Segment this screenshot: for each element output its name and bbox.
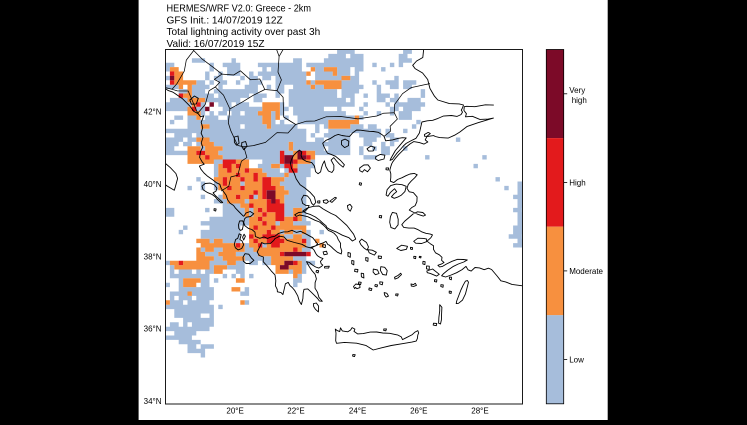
svg-text:HERMES/WRF V2.0: Greece - 2km: HERMES/WRF V2.0: Greece - 2km xyxy=(167,4,312,15)
svg-text:22°E: 22°E xyxy=(287,407,304,416)
svg-text:Valid: 16/07/2019 15Z: Valid: 16/07/2019 15Z xyxy=(167,39,265,50)
svg-text:High: High xyxy=(569,178,585,187)
svg-text:Low: Low xyxy=(569,356,584,365)
svg-text:40°N: 40°N xyxy=(144,180,162,189)
svg-text:Very: Very xyxy=(569,86,585,95)
svg-text:34°N: 34°N xyxy=(144,397,162,406)
svg-text:36°N: 36°N xyxy=(144,325,162,334)
svg-text:high: high xyxy=(572,96,587,105)
svg-text:24°E: 24°E xyxy=(349,407,366,416)
svg-text:Moderate: Moderate xyxy=(569,267,603,276)
svg-text:26°E: 26°E xyxy=(410,407,427,416)
svg-text:20°E: 20°E xyxy=(226,407,243,416)
svg-text:GFS Init.: 14/07/2019 12Z: GFS Init.: 14/07/2019 12Z xyxy=(167,15,283,26)
svg-text:38°N: 38°N xyxy=(144,252,162,261)
svg-text:Total lightning activity over: Total lightning activity over past 3h xyxy=(167,27,321,38)
svg-text:28°E: 28°E xyxy=(471,407,488,416)
svg-text:42°N: 42°N xyxy=(144,108,162,117)
